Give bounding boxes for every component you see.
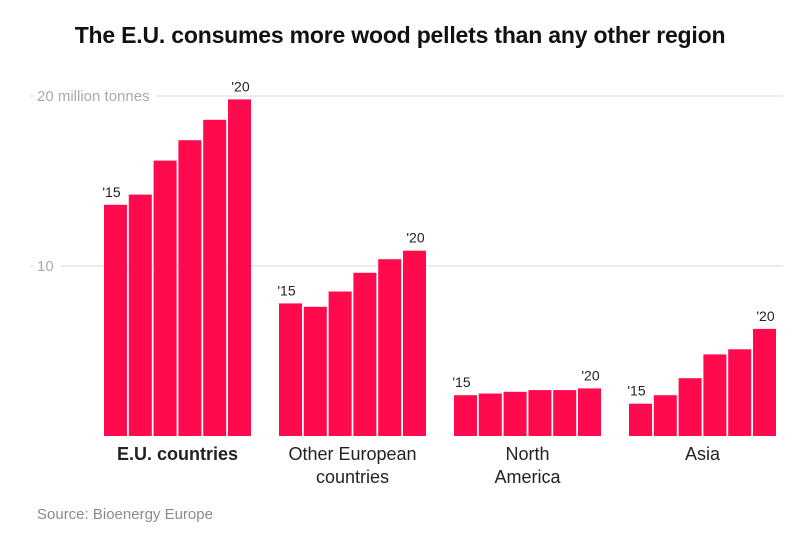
bar-0-4	[203, 119, 227, 437]
year-label-2-5: '20	[581, 367, 599, 383]
bar-1-1	[303, 306, 327, 436]
year-label-2-0: '15	[452, 374, 470, 390]
bar-0-3	[178, 140, 202, 436]
category-label-3: Asia	[685, 444, 721, 464]
bar-1-4	[378, 259, 402, 436]
y-tick-label-bg	[34, 93, 157, 99]
category-label-0: E.U. countries	[117, 444, 238, 464]
category-label-line: Other European	[288, 444, 416, 464]
bar-0-1	[128, 194, 152, 436]
y-tick-label-bg	[34, 263, 61, 269]
bar-chart: 20 million tonnes 10 '15 '20 E.U. countries '…	[30, 78, 783, 487]
bar-2-4	[553, 390, 577, 436]
bar-1-0	[279, 303, 302, 436]
y-tick-label-20: 20 million tonnes	[37, 88, 150, 105]
bar-2-0	[454, 395, 477, 436]
category-label-line: countries	[316, 467, 389, 487]
bar-0-2	[153, 160, 177, 436]
category-label-line: North	[505, 444, 549, 464]
bar-2-5	[578, 388, 601, 436]
bar-1-2	[328, 291, 352, 436]
bar-3-3	[703, 354, 727, 436]
bar-1-3	[353, 272, 377, 436]
bar-1-5	[403, 250, 426, 436]
year-label-0-0: '15	[102, 184, 120, 200]
category-label-line: Asia	[685, 444, 721, 464]
bar-2-1	[478, 393, 502, 436]
bar-3-5	[753, 328, 776, 436]
year-label-1-0: '15	[277, 282, 295, 298]
year-label-3-0: '15	[627, 383, 645, 399]
y-tick-label-10: 10	[37, 258, 54, 275]
bar-3-0	[629, 403, 652, 436]
bar-3-1	[653, 395, 677, 436]
bar-0-5	[228, 99, 251, 437]
bar-0-0	[104, 204, 127, 436]
chart-title: The E.U. consumes more wood pellets than…	[74, 22, 726, 48]
category-label-1: Other European countries	[288, 444, 416, 487]
bar-2-3	[528, 390, 552, 436]
bar-3-4	[728, 349, 752, 436]
year-label-3-5: '20	[756, 308, 774, 324]
bar-2-2	[503, 391, 527, 436]
bar-3-2	[678, 378, 702, 436]
source-note: Source: Bioenergy Europe	[37, 506, 213, 523]
year-label-0-5: '20	[231, 78, 249, 94]
year-label-1-5: '20	[406, 230, 424, 246]
category-label-line: E.U. countries	[117, 444, 238, 464]
category-label-2: North America	[494, 444, 561, 487]
category-label-line: America	[494, 467, 561, 487]
